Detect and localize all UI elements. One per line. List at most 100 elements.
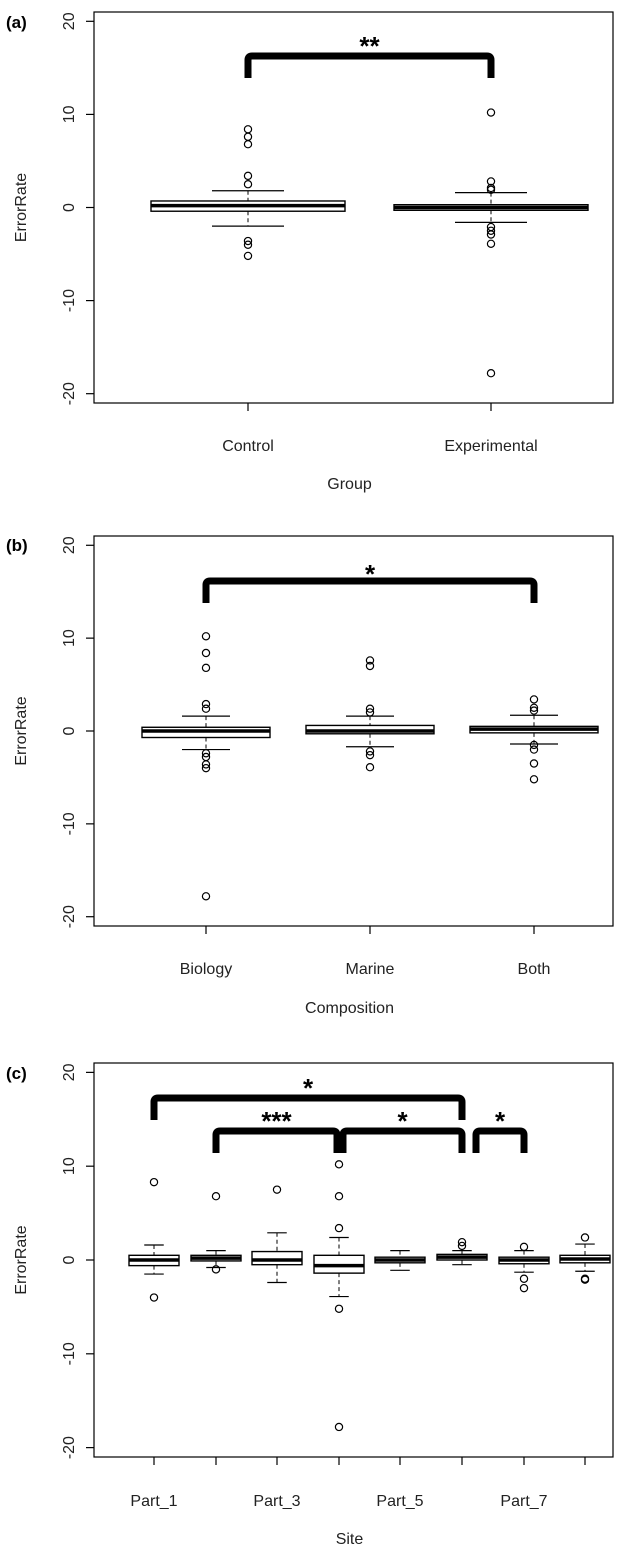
significance-bracket: * xyxy=(150,1073,466,1120)
x-tick-label: Marine xyxy=(346,961,395,978)
y-tick-label: 0 xyxy=(61,1255,78,1264)
outlier-point xyxy=(243,171,253,181)
box-Marine xyxy=(305,656,435,772)
y-tick-label: 20 xyxy=(61,536,78,554)
x-tick-label: Part_7 xyxy=(500,1493,547,1510)
x-tick-label: Part_1 xyxy=(130,1493,177,1510)
y-tick-label: 20 xyxy=(61,12,78,30)
panel-1: (b) -20 -10 0 10 20 ErrorRate Biology Marine Both… xyxy=(6,535,614,1017)
panel-2: (c) -20 -10 0 10 20 ErrorRate Part_1 Part_3 Part_… xyxy=(6,1062,614,1548)
y-tick-label: -20 xyxy=(61,382,78,405)
box-Biology xyxy=(141,632,271,901)
outlier-point xyxy=(201,763,211,773)
outlier-point xyxy=(365,763,375,772)
outlier-point xyxy=(457,1241,467,1251)
outlier-point xyxy=(580,1233,590,1242)
y-axis-title: ErrorRate xyxy=(13,173,30,242)
bracket-line xyxy=(212,1127,341,1153)
outlier-point xyxy=(201,632,211,641)
significance-label: * xyxy=(495,1106,506,1136)
outlier-point xyxy=(365,656,375,665)
significance-bracket: *** xyxy=(212,1106,341,1153)
box-Part_8 xyxy=(559,1233,611,1284)
outlier-point xyxy=(486,177,496,186)
box-Part_3 xyxy=(251,1185,303,1284)
y-tick-label: 0 xyxy=(61,203,78,212)
outlier-point xyxy=(486,185,496,195)
x-tick-label: Part_5 xyxy=(376,1493,423,1510)
outlier-point xyxy=(486,230,496,239)
outlier-point xyxy=(519,1242,529,1252)
box-Part_1 xyxy=(128,1177,180,1302)
outlier-point xyxy=(201,749,211,758)
outlier-point xyxy=(365,750,375,760)
outlier-point xyxy=(149,1177,159,1187)
panel-label: (b) xyxy=(6,536,28,555)
box-Part_2 xyxy=(190,1192,242,1274)
y-tick-label: 10 xyxy=(61,629,78,647)
significance-bracket: * xyxy=(339,1106,466,1153)
x-tick-label: Biology xyxy=(180,961,232,978)
bracket-line xyxy=(339,1127,466,1153)
outlier-point xyxy=(211,1192,221,1201)
outlier-point xyxy=(529,740,539,750)
outlier-point xyxy=(365,708,375,717)
outlier-point xyxy=(243,132,253,141)
box-Part_5 xyxy=(374,1250,426,1271)
y-tick-label: -20 xyxy=(61,1436,78,1459)
x-axis-title: Composition xyxy=(305,1000,394,1017)
significance-bracket: ** xyxy=(244,31,495,78)
outlier-point xyxy=(201,648,211,658)
outlier-point xyxy=(334,1223,344,1233)
outlier-point xyxy=(149,1293,159,1302)
outlier-point xyxy=(457,1237,467,1247)
outlier-point xyxy=(365,704,375,713)
outlier-point xyxy=(580,1275,590,1284)
y-tick-label: -10 xyxy=(61,812,78,835)
x-axis-title: Group xyxy=(327,476,372,493)
bracket-line xyxy=(150,1094,466,1120)
panel-0: (a) -20 -10 0 10 20 ErrorRate Control Experiment… xyxy=(6,11,614,493)
x-tick-label: Control xyxy=(222,438,274,455)
outlier-point xyxy=(201,663,211,673)
y-tick-label: 10 xyxy=(61,1157,78,1175)
outlier-point xyxy=(529,745,539,754)
outlier-point xyxy=(529,759,539,768)
outlier-point xyxy=(201,704,211,713)
y-tick-label: -10 xyxy=(61,289,78,312)
bracket-line xyxy=(202,577,538,603)
y-tick-label: 20 xyxy=(61,1063,78,1081)
significance-label: * xyxy=(397,1106,408,1136)
significance-label: ** xyxy=(359,31,380,61)
box-iqr xyxy=(251,1250,303,1266)
outlier-point xyxy=(201,892,211,901)
outlier-point xyxy=(529,695,539,704)
outlier-point xyxy=(519,1283,529,1293)
box-Part_4 xyxy=(313,1160,365,1432)
outlier-point xyxy=(334,1304,344,1313)
outlier-point xyxy=(243,180,253,189)
outlier-point xyxy=(519,1274,529,1283)
panel-label: (a) xyxy=(6,13,27,32)
y-tick-label: -10 xyxy=(61,1342,78,1365)
significance-bracket: * xyxy=(472,1106,528,1153)
box-Part_6 xyxy=(436,1237,488,1266)
significance-label: * xyxy=(303,1073,314,1103)
bracket-line xyxy=(472,1127,528,1153)
significance-label: * xyxy=(365,559,376,589)
outlier-point xyxy=(243,236,253,246)
box-Experimental xyxy=(393,108,589,378)
outlier-point xyxy=(365,661,375,671)
x-axis-title: Site xyxy=(336,1531,364,1548)
y-axis-title: ErrorRate xyxy=(13,1225,30,1294)
y-tick-label: 0 xyxy=(61,726,78,735)
outlier-point xyxy=(529,706,539,715)
outlier-point xyxy=(334,1160,344,1169)
outlier-point xyxy=(365,747,375,756)
x-tick-label: Experimental xyxy=(444,438,537,455)
outlier-point xyxy=(201,760,211,769)
outlier-point xyxy=(486,108,496,117)
outlier-point xyxy=(334,1192,344,1201)
box-Control xyxy=(150,125,346,261)
